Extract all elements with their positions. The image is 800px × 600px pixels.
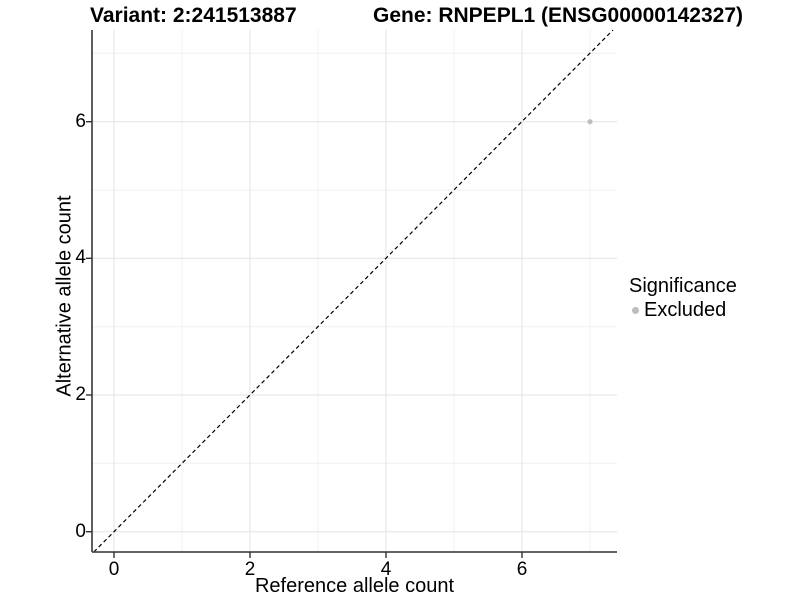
grid-minor [92,30,617,552]
legend-item-label: Excluded [644,299,727,321]
plot-title-variant: Variant: 2:241513887 [90,4,297,27]
plot-title-gene: Gene: RNPEPL1 (ENSG00000142327) [373,4,744,27]
legend-title: Significance [629,275,737,297]
plot-panel [86,29,617,558]
x-tick-label-2: 2 [244,559,256,580]
legend: Significance Excluded [629,275,737,322]
y-axis-title: Alternative allele count [53,195,76,397]
x-tick-label-6: 6 [516,559,528,580]
y-tick-label-0: 0 [75,521,86,542]
x-tick-label-4: 4 [380,559,392,580]
x-tick-label-0: 0 [108,559,120,580]
identity-line [93,29,614,553]
panel-background [92,30,617,552]
y-tick-label-4: 4 [75,247,86,268]
data-point [587,119,593,125]
x-tick-marks [113,552,523,558]
x-axis-title: Reference allele count [254,575,454,597]
y-tick-label-6: 6 [75,111,86,132]
y-tick-label-2: 2 [75,384,86,405]
y-tick-marks [86,120,92,533]
grid-major [92,30,617,552]
legend-item-excluded: Excluded [629,299,737,322]
legend-point-icon [632,307,639,314]
